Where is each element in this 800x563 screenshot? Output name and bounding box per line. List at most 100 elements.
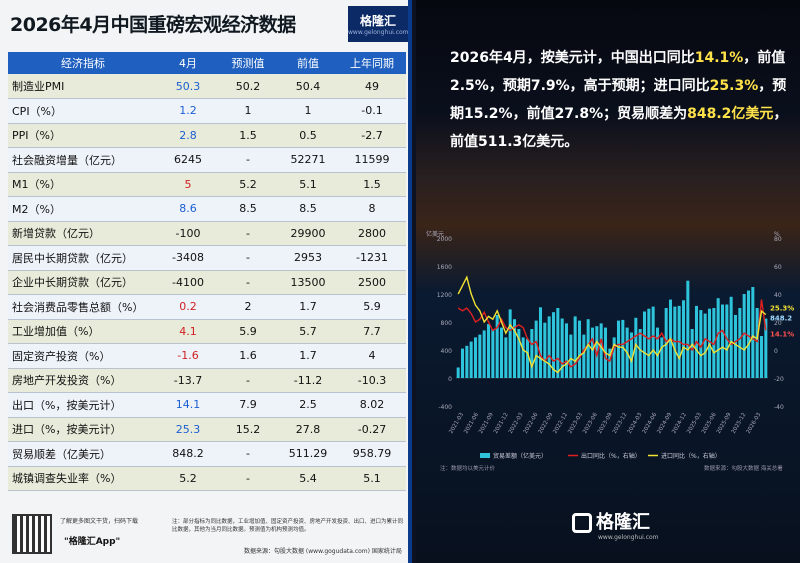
table-row: 城镇调查失业率（%） 5.2-5.4 5.1 [8,466,406,491]
legend-swatch-balance [480,453,490,458]
bar-trade-balance [725,304,729,378]
bar-trade-balance [595,326,599,378]
forecast-cell: 1 [218,98,278,124]
header-indicator: 经济指标 [8,52,158,74]
bar-trade-balance [660,337,664,378]
footer-hint: 了解更多图文干货，扫码下载 [60,518,139,525]
bar-trade-balance [521,337,525,378]
forecast-cell: 15.2 [218,417,278,442]
previous-cell: 2.5 [278,392,338,418]
april-cell: -1.6 [158,343,218,369]
bar-trade-balance [686,280,690,378]
footer-source: 数据来源：勾股大数据 (www.gogudata.com) 国家统计局 [244,548,402,555]
table-row: 企业中长期贷款（亿元） -4100-13500 2500 [8,270,406,295]
legend-label: 贸易差额（亿美元） [493,452,547,460]
right-panel: 2026年4月，按美元计，中国出口同比14.1%，前值2.5%，预期7.9%，高… [416,0,800,563]
right-tick-label: 60 [774,264,782,271]
table-row: 工业增加值（%） 4.1 5.9 5.7 7.7 [8,319,406,344]
table-row: 社会融资增量（亿元） 6245-52271 11599 [8,147,406,173]
indicator-cell: CPI（%） [8,98,158,124]
indicator-cell: 社会消费品零售总额（%） [8,294,158,320]
bar-trade-balance [703,313,707,378]
left-tick-label: 1600 [437,264,452,271]
bar-trade-balance [577,320,582,378]
bar-trade-balance [599,323,603,378]
bar-trade-balance [547,316,551,378]
table-header-row: 经济指标 4月 预测值 前值 上年同期 [8,52,406,74]
indicator-cell: 房地产开发投资（%） [8,368,158,393]
right-axis-unit: % [774,231,780,238]
previous-cell: 5.7 [278,319,338,344]
april-cell: 14.1 [158,392,218,418]
forecast-cell: - [218,466,278,491]
qr-code-icon[interactable] [12,514,52,554]
table-row: 社会消费品零售总额（%） 0.2 2 1.7 5.9 [8,294,406,320]
last-year-cell: -0.1 [338,98,406,124]
forecast-cell: - [218,245,278,271]
brand-logo: 格隆汇 www.gelonghui.com [348,6,409,42]
header-previous: 前值 [278,52,338,74]
bar-trade-balance [738,308,742,378]
indicator-cell: 制造业PMI [8,74,158,99]
forecast-cell: 50.2 [218,74,278,99]
bar-trade-balance [582,334,586,378]
last-year-cell: 49 [338,74,406,99]
table-row: 新增贷款（亿元） -100-29900 2800 [8,221,406,246]
bar-trade-balance [690,329,694,378]
bar-trade-balance [616,320,621,378]
table-body: 制造业PMI 50.3 50.2 50.4 49 CPI（%） 1.2 1 1 -0.1 PPI（%… [8,74,406,491]
bar-trade-balance [742,294,746,378]
headline-highlight: 14.1% [694,50,744,66]
previous-cell: 1 [278,98,338,124]
bar-trade-balance [755,308,759,378]
bar-trade-balance [608,348,612,378]
april-cell: 0.2 [158,294,218,320]
bar-trade-balance [638,329,642,378]
bar-trade-balance [590,327,595,378]
bar-trade-balance [751,287,755,378]
left-tick-label: 0 [448,376,452,383]
headline-text: ，前值511.3亿美元。 [450,106,788,150]
bar-trade-balance [564,323,569,378]
april-cell: 6245 [158,147,218,173]
bar-trade-balance [495,315,499,378]
indicator-cell: 固定资产投资（%） [8,343,158,369]
headline-highlight: 25.3% [709,78,759,94]
bar-trade-balance [664,308,668,378]
bottom-brand-logo: 格隆汇 www.gelonghui.com [572,508,659,541]
forecast-cell: 7.9 [218,392,278,418]
april-cell: 25.3 [158,417,218,442]
previous-cell: 52271 [278,147,338,173]
right-tick-label: -20 [774,376,784,383]
bar-trade-balance [729,296,733,378]
bar-trade-balance [499,327,504,378]
last-year-cell: 2500 [338,270,406,295]
april-cell: -13.7 [158,368,218,393]
forecast-cell: 5.9 [218,319,278,344]
headline-text: ，前值2.5%，预期7.9%，高于预期；进口同比 [450,50,786,94]
indicator-cell: M1（%） [8,172,158,197]
last-year-cell: 7.7 [338,319,406,344]
x-tick-label: 2026-03 [746,412,763,435]
bar-trade-balance [621,319,625,378]
bar-trade-balance [733,315,738,378]
previous-cell: 5.1 [278,172,338,197]
bar-trade-balance [629,332,634,378]
last-year-cell: 8.02 [338,392,406,418]
indicator-cell: PPI（%） [8,123,158,148]
bar-trade-balance [530,329,534,378]
previous-cell: 29900 [278,221,338,246]
bottom-brand-url: www.gelonghui.com [598,534,659,541]
brand-logo-url: www.gelonghui.com [348,29,409,36]
legend-label: 出口同比（%，右轴） [581,452,641,460]
indicator-cell: 工业增加值（%） [8,319,158,344]
previous-cell: 1.7 [278,343,338,369]
forecast-cell: - [218,368,278,393]
forecast-cell: 1.5 [218,123,278,148]
april-cell: 5.2 [158,466,218,491]
footer: 了解更多图文干货，扫码下载 "格隆汇App" 注：部分指标为同比数据，工业增加值… [8,512,406,560]
bottom-brand-name: 格隆汇 [596,512,650,533]
bar-trade-balance [551,312,556,378]
macro-data-table: 经济指标 4月 预测值 前值 上年同期 制造业PMI 50.3 50.2 50.4 49… [8,52,406,491]
brand-logo-name: 格隆汇 [359,14,396,28]
